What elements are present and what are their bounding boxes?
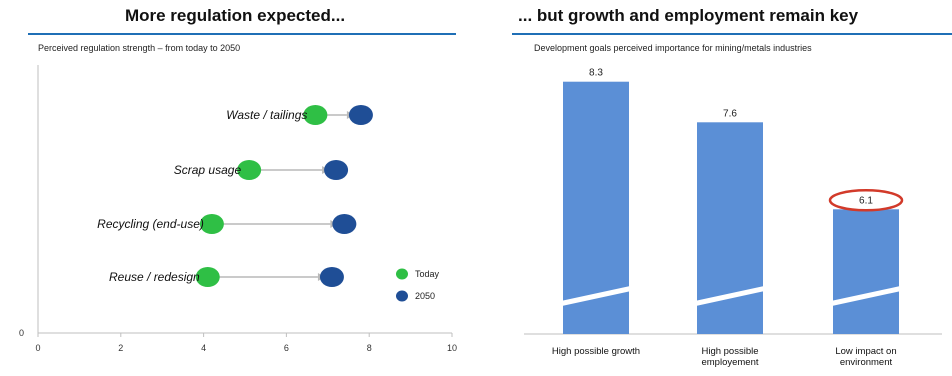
bar-category-label-line: High possible [701, 346, 758, 357]
left-chart-title: More regulation expected... [124, 6, 346, 25]
bar-category-label: Low impact on environment [835, 346, 896, 368]
x-tick-label: 0 [35, 343, 40, 353]
axis-break-mark [692, 285, 768, 307]
bar [833, 209, 899, 334]
y-tick-label: 0 [19, 328, 24, 338]
bar-category-label-line: High possible growth [552, 346, 640, 357]
today-point [199, 214, 224, 234]
legend-label: Today [415, 269, 440, 279]
x-tick-label: 4 [201, 343, 206, 353]
x-tick-label: 2 [118, 343, 123, 353]
category-label: Recycling (end-use) [97, 217, 204, 231]
point-2050 [319, 267, 344, 287]
today-point [195, 267, 220, 287]
right-title-rule [512, 33, 952, 35]
category-label: Reuse / redesign [109, 270, 200, 284]
x-tick-label: 8 [367, 343, 372, 353]
bar-category-label: High possible employement [701, 346, 758, 368]
point-2050 [324, 160, 349, 180]
right-chart-title: ... but growth and employment remain key [518, 6, 859, 25]
x-tick-label: 10 [447, 343, 457, 353]
category-label: Waste / tailings [226, 108, 307, 122]
right-chart-subtitle: Development goals perceived importance f… [534, 43, 812, 53]
today-point [303, 105, 328, 125]
point-2050 [348, 105, 373, 125]
bar-category-label-line: environment [840, 357, 893, 368]
regulation-dot-chart: 0 2 4 6 8 10 0 Waste / tailings Scrap usage Recyc… [19, 65, 457, 353]
axis-break-mark [828, 285, 904, 307]
bar-value-label: 8.3 [589, 68, 603, 79]
highlight-circle [828, 189, 904, 212]
bar-category-label-line: Low impact on [835, 346, 896, 357]
x-tick-label: 6 [284, 343, 289, 353]
today-point [237, 160, 262, 180]
bar-value-label: 7.6 [723, 108, 737, 119]
bar-category-label: High possible growth [552, 346, 640, 357]
legend-marker [396, 290, 408, 302]
legend-label: 2050 [415, 291, 435, 301]
bar-value-label: 6.1 [859, 195, 873, 206]
left-title-rule [28, 33, 456, 35]
left-chart-subtitle: Perceived regulation strength – from tod… [38, 43, 241, 53]
category-label: Scrap usage [174, 163, 242, 177]
left-chart-panel: More regulation expected... Perceived re… [0, 0, 470, 376]
legend-marker [396, 268, 408, 280]
point-2050 [332, 214, 357, 234]
bar-category-label-line: employement [701, 357, 758, 368]
right-chart-panel: ... but growth and employment remain key… [512, 0, 952, 376]
axis-break-mark [558, 285, 634, 307]
